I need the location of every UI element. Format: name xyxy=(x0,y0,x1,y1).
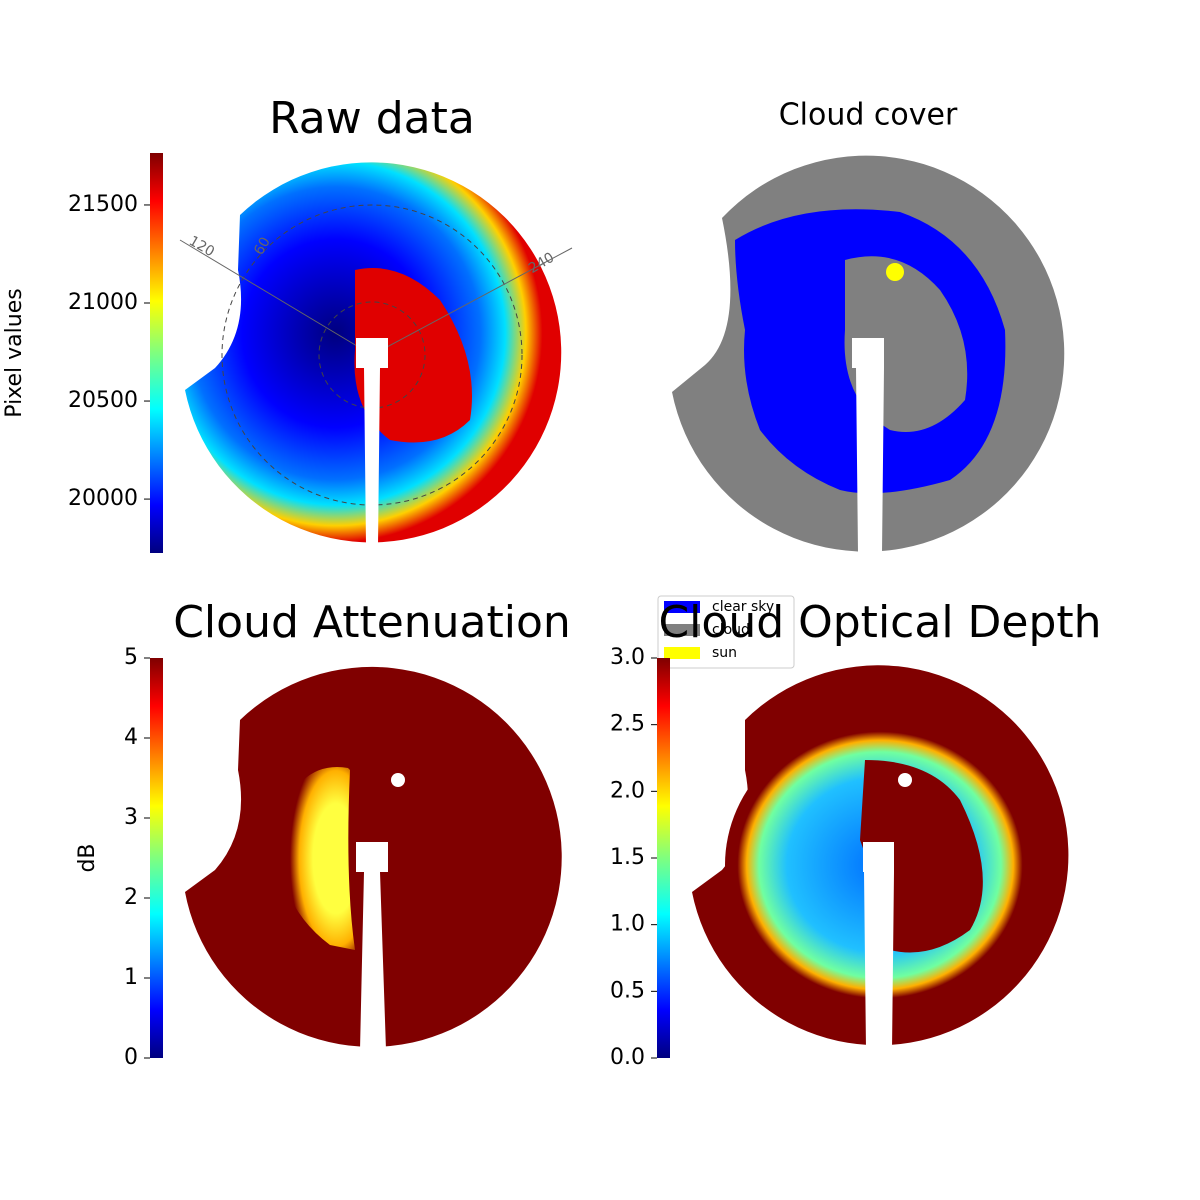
colorbar xyxy=(657,658,670,1058)
tick-label: 4 xyxy=(124,725,138,750)
tick-label: 2 xyxy=(124,885,138,910)
legend-swatch xyxy=(664,624,700,636)
raw-image xyxy=(179,162,573,545)
panel-title: Cloud Attenuation xyxy=(173,597,571,648)
polar-label: 60 xyxy=(251,235,274,258)
legend-label: sun xyxy=(712,645,737,661)
polar-label: 120 xyxy=(186,233,217,260)
tick-label: 0.0 xyxy=(610,1045,645,1070)
panel-title: Cloud Optical Depth xyxy=(658,597,1101,648)
tick-label: 2.0 xyxy=(610,778,645,803)
tick-label: 21500 xyxy=(68,192,138,217)
tick-label: 3 xyxy=(124,805,138,830)
tick-label: 3.0 xyxy=(610,645,645,670)
colorbar-label: dB xyxy=(75,843,100,872)
tick-label: 21000 xyxy=(68,290,138,315)
tick-label: 2.5 xyxy=(610,712,645,737)
legend-label: clear sky xyxy=(712,599,774,615)
panel-title: Cloud cover xyxy=(779,98,958,133)
tick-label: 1.0 xyxy=(610,912,645,937)
legend-label: cloud xyxy=(712,622,750,638)
tick-label: 20500 xyxy=(68,388,138,413)
tick-label: 1 xyxy=(124,965,138,990)
legend-swatch xyxy=(664,647,700,659)
tick-label: 5 xyxy=(124,645,138,670)
tick-label: 0.5 xyxy=(610,978,645,1003)
colorbar xyxy=(150,658,163,1058)
colorbar-label: Pixel values xyxy=(2,288,27,417)
optical-depth-image xyxy=(692,665,1069,1050)
colorbar xyxy=(150,153,163,553)
tick-label: 0 xyxy=(124,1045,138,1070)
panel-title: Raw data xyxy=(269,93,475,144)
tick-label: 20000 xyxy=(68,486,138,511)
tick-label: 1.5 xyxy=(610,845,645,870)
attenuation-image xyxy=(185,666,562,1050)
legend-swatch xyxy=(664,601,700,613)
cloud-cover-image xyxy=(672,155,1065,553)
